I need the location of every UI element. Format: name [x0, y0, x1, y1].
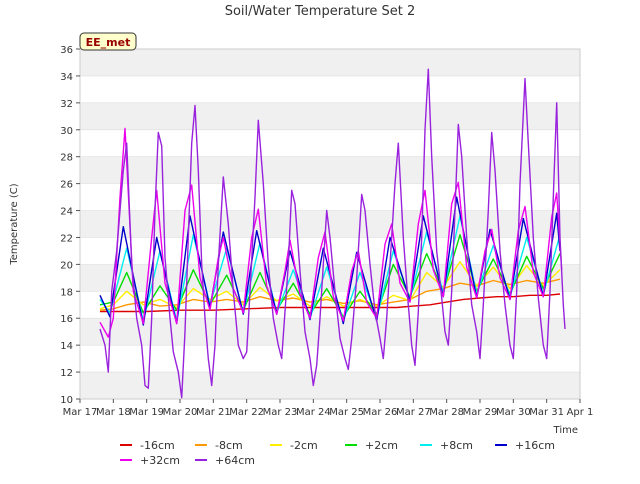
- series-lines: [99, 68, 566, 399]
- legend-label: -16cm: [140, 439, 175, 452]
- legend-label: -2cm: [290, 439, 318, 452]
- legend-item: -16cm: [120, 439, 175, 452]
- x-tick-label: Mar 21: [196, 407, 231, 418]
- y-tick-label: 30: [60, 126, 73, 137]
- legend-label: -8cm: [215, 439, 243, 452]
- x-tick-label: Mar 26: [363, 407, 398, 418]
- y-tick-label: 12: [60, 368, 73, 379]
- y-tick-label: 10: [60, 395, 73, 406]
- x-tick-label: Mar 17: [63, 407, 98, 418]
- legend-label: +64cm: [215, 454, 255, 467]
- x-tick-label: Mar 28: [429, 407, 464, 418]
- legend-item: -2cm: [270, 439, 318, 452]
- y-tick-label: 26: [60, 180, 73, 191]
- y-axis-ticks: 10 12 14 16 18 20 22 24 26 28 30 32 34 36: [60, 45, 80, 406]
- ee-met-badge: EE_met: [79, 32, 137, 51]
- y-tick-label: 18: [60, 287, 73, 298]
- legend: -16cm -8cm -2cm +2cm +8cm +16cm +32cm +64cm: [120, 439, 555, 467]
- chart-title: Soil/Water Temperature Set 2: [225, 4, 416, 19]
- y-tick-label: 36: [60, 45, 73, 56]
- grid-band: [80, 156, 580, 184]
- ee-met-badge-label: EE_met: [86, 36, 131, 49]
- legend-item: +8cm: [420, 439, 473, 452]
- y-tick-label: 16: [60, 314, 73, 325]
- x-tick-label: Mar 29: [463, 407, 498, 418]
- x-tick-label: Mar 20: [163, 407, 198, 418]
- grid-band: [80, 318, 580, 346]
- y-tick-label: 20: [60, 260, 73, 271]
- grid-band: [80, 372, 580, 399]
- grid-band: [80, 102, 580, 130]
- legend-label: +8cm: [440, 439, 473, 452]
- series-line-16cm: [100, 293, 561, 313]
- grid-band: [80, 49, 580, 76]
- y-tick-label: 34: [60, 72, 73, 83]
- ee-met-badge-box: [79, 32, 137, 51]
- legend-label: +32cm: [140, 454, 180, 467]
- x-axis-label: Time: [553, 425, 578, 436]
- series-line-32cm: [99, 127, 563, 338]
- y-tick-label: 22: [60, 233, 73, 244]
- x-tick-label: Mar 23: [263, 407, 298, 418]
- plot-frame: [79, 48, 581, 400]
- y-axis-label: Temperature (C): [9, 183, 20, 265]
- y-tick-label: 14: [60, 341, 73, 352]
- series-line-64cm: [99, 68, 566, 399]
- x-tick-label: Mar 27: [396, 407, 431, 418]
- x-tick-label: Apr 1: [567, 407, 594, 418]
- y-tick-label: 32: [60, 99, 73, 110]
- legend-item: -8cm: [195, 439, 243, 452]
- legend-item: +2cm: [345, 439, 398, 452]
- x-tick-label: Mar 18: [96, 407, 131, 418]
- legend-label: +2cm: [365, 439, 398, 452]
- x-tick-label: Mar 25: [329, 407, 364, 418]
- legend-item: +64cm: [195, 454, 255, 467]
- legend-item: +32cm: [120, 454, 180, 467]
- y-tick-label: 28: [60, 153, 73, 164]
- y-tick-label: 24: [60, 207, 73, 218]
- legend-label: +16cm: [515, 439, 555, 452]
- x-tick-label: Mar 30: [496, 407, 531, 418]
- x-tick-label: Mar 31: [529, 407, 564, 418]
- x-tick-label: Mar 19: [129, 407, 164, 418]
- x-tick-label: Mar 22: [229, 407, 264, 418]
- x-tick-label: Mar 24: [296, 407, 331, 418]
- legend-item: +16cm: [495, 439, 555, 452]
